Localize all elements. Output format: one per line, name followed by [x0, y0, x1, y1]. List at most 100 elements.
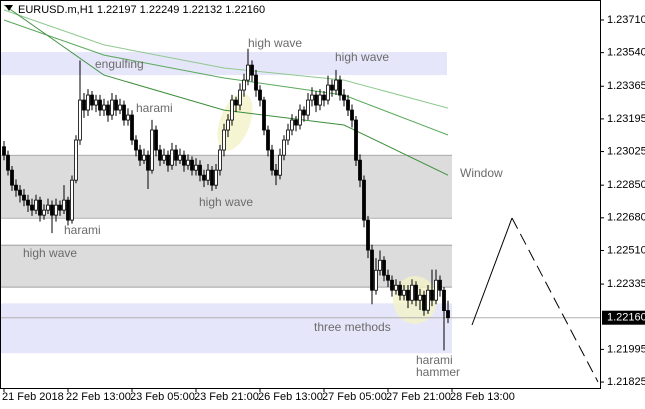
y-tick-label: 1.22335	[607, 278, 645, 290]
candle-body	[398, 284, 402, 296]
candle-body	[46, 204, 50, 211]
candle-body	[378, 259, 382, 271]
y-tick-label: 1.22510	[607, 244, 645, 256]
candle-body	[82, 99, 86, 111]
candle-body	[294, 119, 298, 126]
candle-body	[414, 284, 418, 301]
candle-body	[374, 269, 378, 291]
candle-body	[78, 99, 82, 141]
candle-body	[14, 184, 18, 191]
plot	[0, 4, 600, 351]
current-price-box	[602, 310, 645, 325]
candle-body	[326, 84, 330, 101]
candle-body	[38, 199, 42, 216]
candle-body	[58, 204, 62, 211]
candle-body	[234, 99, 238, 106]
candle-body	[354, 119, 358, 161]
candle-body	[178, 154, 182, 161]
annotation: Window	[460, 166, 503, 180]
candle-body	[418, 294, 422, 301]
symbol-icon	[5, 5, 13, 11]
candle-body	[350, 109, 354, 121]
x-tick-label: 28 Feb 13:00	[450, 391, 515, 403]
candle-body	[90, 94, 94, 106]
x-tick-label: 22 Feb 13:00	[66, 391, 131, 403]
candle-body	[246, 64, 250, 81]
y-tick-label: 1.23710	[607, 14, 645, 26]
candle-body	[334, 79, 338, 91]
candle-body	[422, 294, 426, 311]
candle-body	[138, 149, 142, 161]
candle-body	[62, 199, 66, 211]
candle-body	[402, 289, 406, 296]
annotation: three methods	[314, 320, 391, 334]
candle-body	[102, 104, 106, 111]
candle-body	[218, 149, 222, 171]
candle-body	[262, 99, 266, 131]
candle-body	[170, 149, 174, 166]
candle-body	[302, 109, 306, 116]
plot-frame	[0, 0, 601, 389]
candle-body	[202, 174, 206, 181]
candle-body	[390, 279, 394, 291]
chart-title: EURUSD.m,H1 1.22197 1.22249 1.22132 1.22…	[18, 4, 265, 16]
candle-body	[6, 154, 10, 171]
candle-body	[122, 104, 126, 121]
x-tick-label: 23 Feb 05:00	[130, 391, 195, 403]
candle-body	[118, 104, 122, 111]
candle-body	[446, 310, 450, 319]
candle-body	[274, 169, 278, 176]
candle-body	[314, 94, 318, 106]
candle-body	[438, 279, 442, 291]
candle-body	[254, 74, 258, 91]
candle-body	[10, 169, 14, 186]
y-tick-label: 1.22850	[607, 179, 645, 191]
y-tick-label: 1.22680	[607, 212, 645, 224]
candle-body	[270, 149, 274, 171]
y-tick-label: 1.23540	[607, 47, 645, 59]
candle-body	[430, 289, 434, 301]
candle-body	[134, 139, 138, 151]
highlight	[217, 93, 253, 151]
candle-body	[410, 284, 414, 301]
candle-body	[342, 94, 346, 101]
annotation: high wave	[23, 246, 77, 260]
candle-body	[258, 89, 262, 101]
candle-body	[230, 99, 234, 121]
candle-body	[290, 119, 294, 131]
candle-body	[198, 164, 202, 176]
candle-body	[386, 274, 390, 281]
forecast-line	[511, 217, 599, 383]
candle-body	[22, 194, 26, 201]
candle-body	[250, 64, 254, 76]
candle-body	[186, 159, 190, 166]
candle-body	[362, 179, 366, 221]
x-tick-label: 23 Feb 21:00	[194, 391, 259, 403]
candle-body	[206, 169, 210, 181]
candle-body	[74, 139, 78, 181]
candle-body	[18, 189, 22, 196]
candle-body	[182, 154, 186, 166]
candle-body	[110, 99, 114, 116]
candle-body	[358, 159, 362, 181]
candle-body	[190, 159, 194, 171]
candle-body	[162, 154, 166, 161]
y-tick-label: 1.21825	[607, 376, 645, 388]
candle-body	[394, 284, 398, 291]
y-tick-label: 1.23365	[607, 80, 645, 92]
candle-body	[154, 129, 158, 151]
candle-body	[426, 289, 430, 311]
x-tick-label: 21 Feb 2018	[2, 391, 64, 403]
candle-body	[194, 164, 198, 171]
candle-body	[54, 204, 58, 216]
annotation: engulfing	[95, 57, 144, 71]
y-tick-label: 1.23025	[607, 145, 645, 157]
candle-body	[266, 129, 270, 151]
candle-body	[238, 89, 242, 106]
annotation: high wave	[335, 50, 389, 64]
zone	[0, 303, 452, 354]
candle-body	[150, 129, 154, 171]
y-tick-label: 1.23195	[607, 113, 645, 125]
candle-body	[86, 94, 90, 111]
